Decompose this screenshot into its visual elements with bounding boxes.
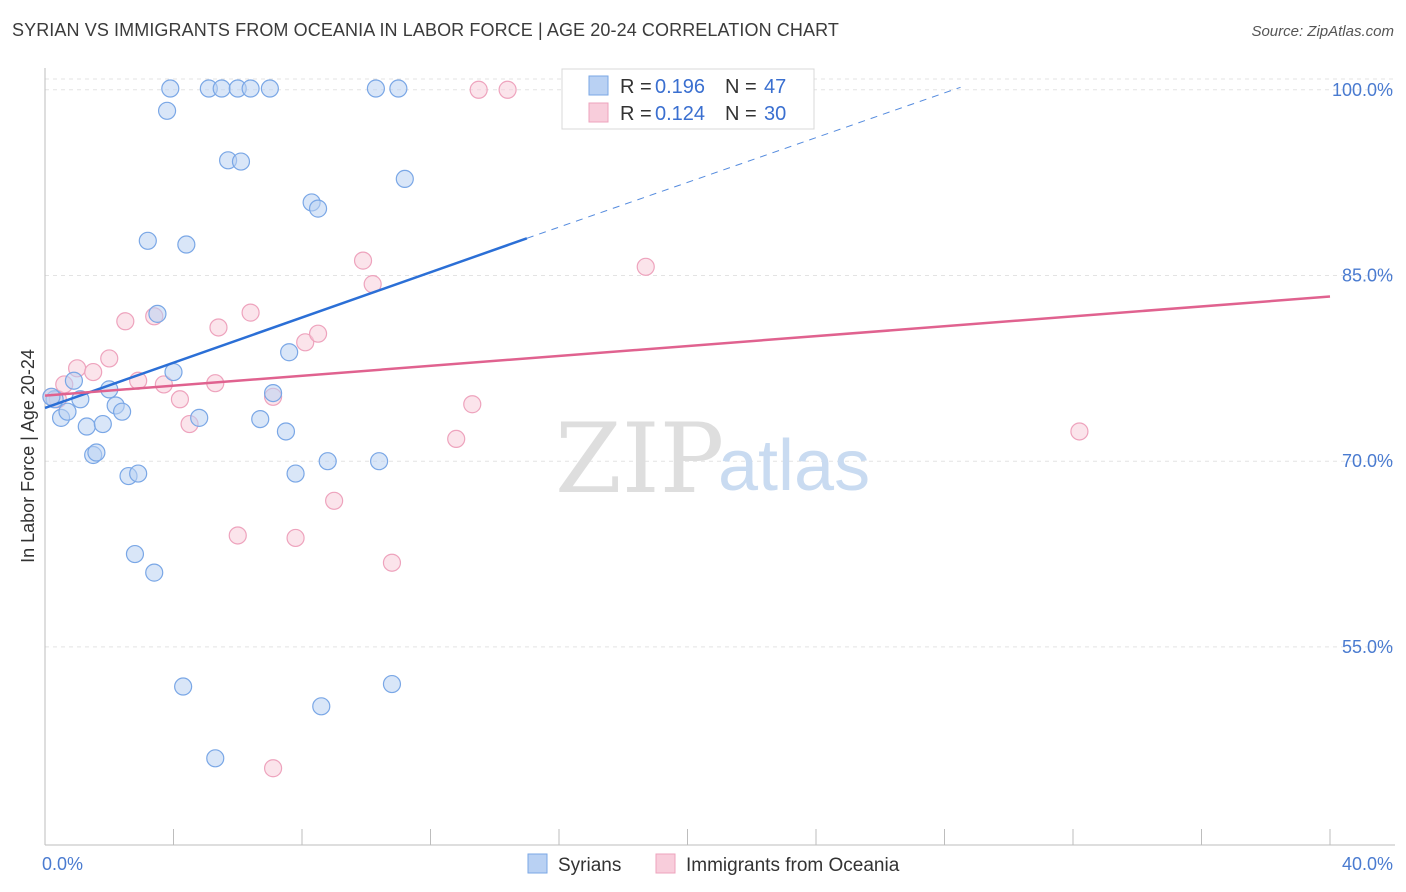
series-syrians	[42, 79, 414, 768]
source-label: Source: ZipAtlas.com	[1251, 23, 1394, 40]
syrians-point	[382, 674, 402, 694]
syrians-point	[280, 343, 299, 362]
bottom-legend-swatch-syrians	[527, 853, 548, 874]
x-tick-labels: 0.0% 40.0%	[42, 854, 1393, 874]
oceania-point	[308, 324, 328, 343]
syrians-point	[64, 371, 84, 390]
oceania-point	[170, 390, 190, 409]
syrians-point	[190, 408, 209, 427]
syrians-point	[174, 677, 193, 696]
oceania-point	[353, 251, 373, 270]
legend-r-label-2: R =	[620, 103, 652, 125]
legend-n-label-2: N =	[725, 103, 757, 125]
bottom-legend-syrians: Syrians	[558, 855, 621, 876]
legend-n-value-2: 30	[764, 103, 786, 125]
syrians-point	[206, 749, 225, 768]
syrians-point	[260, 79, 279, 98]
oceania-point	[209, 318, 228, 337]
legend: R = 0.196 N = 47 R = 0.124 N = 30	[561, 68, 815, 130]
legend-n-label-1: N =	[725, 76, 757, 98]
oceania-point	[636, 257, 655, 276]
legend-swatch-oceania	[588, 102, 609, 123]
oceania-point	[447, 429, 466, 449]
syrians-point	[389, 79, 408, 98]
oceania-point	[263, 759, 283, 778]
oceania-point	[154, 375, 173, 394]
oceania-point	[241, 303, 260, 322]
syrians-point	[241, 79, 260, 98]
legend-r-label-1: R =	[620, 76, 652, 98]
syrians-point	[212, 79, 231, 98]
syrians-point	[231, 152, 251, 171]
oceania-point	[84, 362, 103, 382]
y-tick-label: 70.0%	[1342, 451, 1393, 471]
y-tick-label: 85.0%	[1342, 265, 1393, 285]
bottom-legend: Syrians Immigrants from Oceania	[527, 853, 900, 876]
y-tick-label: 100.0%	[1332, 80, 1393, 100]
x-tick-label: 40.0%	[1342, 854, 1393, 874]
y-tick-label: 55.0%	[1342, 637, 1393, 657]
syrians-point	[312, 697, 331, 716]
x-tick-label: 0.0%	[42, 854, 83, 874]
syrians-trend-line	[44, 237, 528, 410]
oceania-point	[1070, 422, 1089, 441]
syrians-point	[395, 169, 414, 189]
syrians-point	[77, 417, 96, 436]
syrians-point	[366, 79, 385, 98]
syrians-point	[87, 443, 106, 462]
syrians-trend-extension	[526, 86, 961, 239]
syrians-point	[145, 563, 164, 582]
legend-n-value-1: 47	[764, 76, 786, 98]
watermark-atlas: atlas	[718, 426, 870, 506]
legend-r-value-2: 0.124	[655, 103, 705, 125]
oceania-point	[382, 553, 402, 572]
syrians-point	[93, 414, 112, 434]
oceania-point	[116, 312, 135, 331]
trend-lines	[44, 86, 1331, 410]
syrians-point	[161, 79, 180, 98]
oceania-point	[463, 395, 482, 414]
syrians-point	[308, 199, 328, 218]
syrians-point	[112, 402, 132, 421]
legend-r-value-1: 0.196	[655, 76, 705, 98]
syrians-point	[251, 409, 270, 429]
bottom-legend-swatch-oceania	[655, 853, 676, 874]
syrians-point	[286, 464, 305, 483]
syrians-point	[276, 422, 296, 441]
y-axis-label: In Labor Force | Age 20-24	[18, 349, 38, 563]
oceania-point	[286, 528, 305, 548]
oceania-point	[325, 491, 344, 510]
syrians-point	[263, 383, 283, 403]
y-tick-labels: 100.0% 85.0% 70.0% 55.0%	[1332, 80, 1393, 657]
syrians-point	[177, 235, 196, 254]
syrians-point	[138, 231, 157, 250]
oceania-point	[228, 526, 247, 545]
syrians-point	[129, 464, 148, 483]
bottom-legend-oceania: Immigrants from Oceania	[686, 855, 900, 876]
syrians-point	[157, 101, 177, 120]
watermark-zip: ZIP	[555, 403, 724, 515]
oceania-point	[296, 333, 315, 352]
watermark: ZIP atlas	[555, 403, 870, 515]
chart-title: SYRIAN VS IMMIGRANTS FROM OCEANIA IN LAB…	[12, 20, 839, 40]
oceania-trend-line	[44, 295, 1331, 397]
syrians-point	[58, 402, 77, 421]
oceania-point	[469, 80, 488, 99]
syrians-point	[318, 452, 337, 471]
syrians-point	[125, 544, 145, 564]
axes	[44, 68, 1395, 846]
oceania-point	[498, 80, 517, 99]
oceania-point	[100, 349, 119, 368]
syrians-point	[370, 452, 389, 471]
legend-swatch-syrians	[588, 75, 609, 96]
syrians-point	[148, 304, 167, 323]
